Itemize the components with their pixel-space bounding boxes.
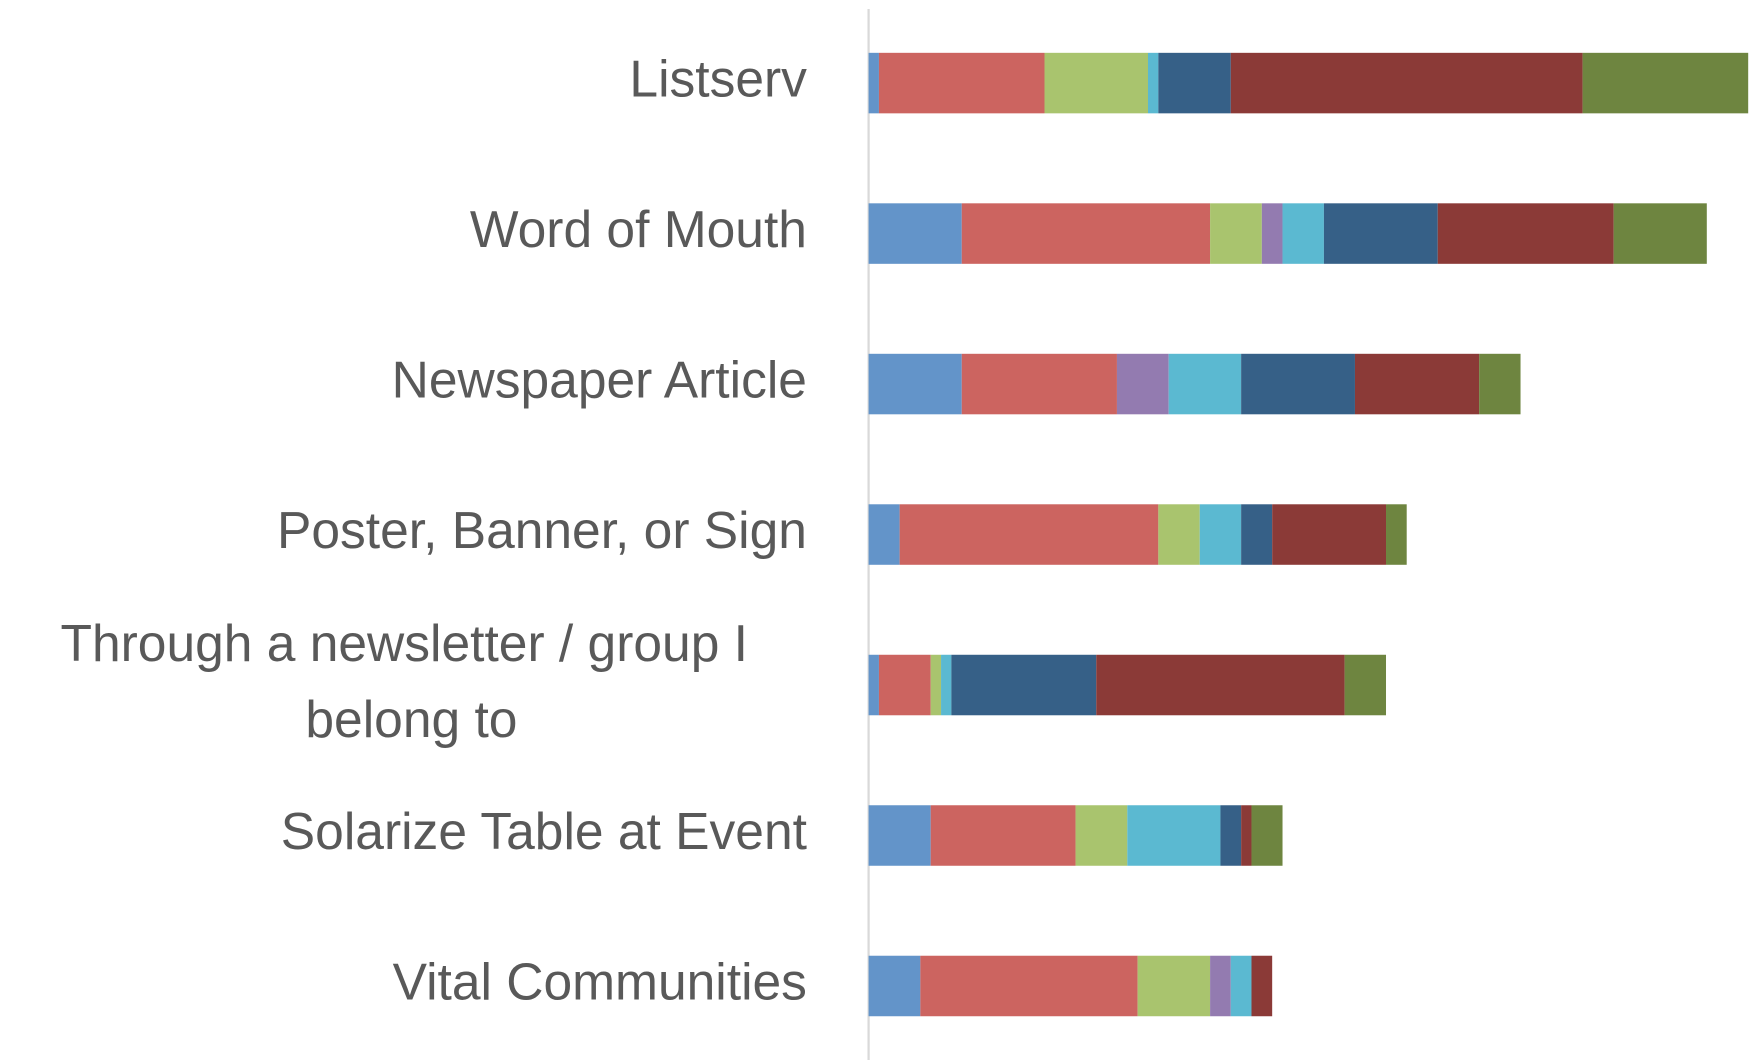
bar-segment bbox=[920, 955, 1138, 1017]
bar-segment bbox=[1210, 955, 1231, 1017]
bar-segment bbox=[1386, 504, 1407, 565]
bar-segment bbox=[868, 955, 921, 1017]
category-label: Solarize Table at Event bbox=[281, 802, 807, 860]
bar-segment bbox=[868, 654, 879, 716]
bar-segment bbox=[1479, 353, 1521, 415]
bar-segment bbox=[1199, 504, 1242, 565]
bar-segment bbox=[1344, 654, 1387, 716]
bar-segment bbox=[1261, 203, 1283, 264]
bar-segment bbox=[868, 805, 931, 866]
bar-segment bbox=[930, 805, 1076, 866]
bar-segment bbox=[951, 654, 1097, 716]
bar-segment bbox=[1230, 52, 1583, 114]
bar-segment bbox=[1096, 654, 1345, 716]
bar-segment bbox=[1282, 203, 1324, 264]
category-label: Vital Communities bbox=[393, 953, 807, 1011]
bar-segment bbox=[1272, 504, 1387, 565]
bar-segment bbox=[1147, 52, 1159, 114]
bar-segment bbox=[1210, 203, 1262, 264]
bar-segment bbox=[1613, 203, 1707, 264]
category-label: Through a newsletter / group I belong to bbox=[61, 614, 763, 748]
bar-segment bbox=[1437, 203, 1614, 264]
bar-segment bbox=[1354, 353, 1480, 415]
bar-segment bbox=[1323, 203, 1438, 264]
bar-segment bbox=[1158, 52, 1231, 114]
bar-segment bbox=[1044, 52, 1148, 114]
bar-segment bbox=[1158, 504, 1200, 565]
category-label: Listserv bbox=[629, 50, 807, 108]
bar-segment bbox=[941, 654, 952, 716]
bar-segment bbox=[878, 52, 1045, 114]
bar-segment bbox=[868, 52, 879, 114]
bar-segment bbox=[1075, 805, 1128, 866]
bar-segment bbox=[961, 353, 1117, 415]
bar-segment bbox=[1116, 353, 1169, 415]
bar-segment bbox=[1241, 805, 1252, 866]
bar-segment bbox=[1241, 353, 1355, 415]
bar-segment bbox=[1220, 805, 1242, 866]
bar-segment bbox=[961, 203, 1211, 264]
category-label: Poster, Banner, or Sign bbox=[277, 501, 807, 559]
bar-segment bbox=[1168, 353, 1242, 415]
bar-segment bbox=[1251, 955, 1273, 1017]
bar-segment bbox=[1137, 955, 1211, 1017]
bar-segment bbox=[878, 654, 931, 716]
bar-segment bbox=[868, 504, 900, 565]
category-label: Word of Mouth bbox=[470, 200, 807, 258]
category-label: Newspaper Article bbox=[392, 351, 807, 409]
bar-segment bbox=[1251, 805, 1283, 866]
bar-segment bbox=[930, 654, 942, 716]
bar-segment bbox=[899, 504, 1159, 565]
bar-segment bbox=[868, 353, 962, 415]
bar-segment bbox=[1241, 504, 1273, 565]
bar-segment bbox=[1127, 805, 1221, 866]
bar-segment bbox=[1230, 955, 1252, 1017]
bar-segment bbox=[1582, 52, 1749, 114]
bar-segment bbox=[868, 203, 962, 264]
